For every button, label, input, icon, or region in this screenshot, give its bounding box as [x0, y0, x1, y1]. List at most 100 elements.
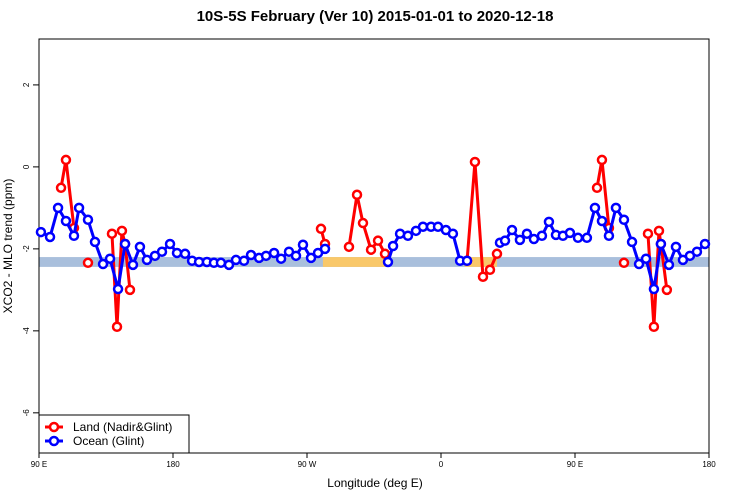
data-point	[661, 284, 673, 296]
y-tick-label: 2	[22, 82, 31, 87]
data-point	[290, 250, 302, 262]
y-tick-label: 0	[22, 164, 31, 169]
data-point	[73, 202, 85, 214]
data-point	[343, 241, 355, 253]
data-point	[238, 255, 250, 267]
data-point	[305, 252, 317, 264]
x-tick-label: 0	[439, 460, 444, 469]
data-point	[572, 232, 584, 244]
y-tick-label: -4	[22, 327, 31, 335]
data-point	[484, 264, 496, 276]
legend-marker	[48, 421, 60, 433]
data-point	[223, 259, 235, 271]
data-point	[68, 230, 80, 242]
data-point	[179, 248, 191, 260]
data-point	[603, 230, 615, 242]
data-point	[564, 227, 576, 239]
x-tick-label: 180	[702, 460, 716, 469]
data-point	[648, 283, 660, 295]
data-point	[402, 230, 414, 242]
data-point	[44, 231, 56, 243]
data-point	[164, 238, 176, 250]
data-point	[357, 217, 369, 229]
data-point	[82, 257, 94, 269]
data-point	[127, 259, 139, 271]
legend-label: Land (Nadir&Glint)	[73, 420, 172, 434]
data-point	[55, 182, 67, 194]
data-point	[119, 238, 131, 250]
data-point	[134, 241, 146, 253]
data-point	[372, 235, 384, 246]
data-point	[591, 182, 603, 194]
data-point	[653, 225, 665, 237]
data-point	[82, 214, 94, 226]
data-point	[35, 226, 47, 238]
data-point	[230, 254, 242, 266]
data-point	[640, 253, 652, 264]
data-point	[268, 247, 280, 259]
data-point	[633, 258, 645, 270]
data-point	[315, 223, 327, 235]
data-point	[60, 154, 72, 166]
data-point	[528, 233, 540, 245]
data-point	[112, 283, 124, 295]
data-point	[699, 238, 711, 250]
legend-marker	[48, 435, 60, 447]
data-point	[655, 238, 667, 250]
data-point	[663, 259, 675, 271]
data-point	[382, 256, 394, 268]
data-point	[469, 156, 481, 168]
data-point	[116, 225, 128, 237]
data-point	[89, 236, 101, 248]
data-point	[626, 236, 638, 248]
data-point	[648, 321, 660, 333]
data-point	[319, 243, 331, 255]
data-point	[618, 214, 630, 226]
data-point	[379, 248, 391, 260]
chart-title: 10S-5S February (Ver 10) 2015-01-01 to 2…	[197, 8, 554, 25]
data-point	[297, 239, 309, 251]
data-point	[543, 216, 555, 228]
data-point	[275, 253, 287, 264]
data-point	[589, 202, 601, 214]
data-point	[124, 284, 136, 296]
data-point	[106, 228, 118, 239]
data-point	[461, 255, 473, 267]
data-point	[60, 215, 72, 227]
highlight-range	[322, 257, 390, 267]
data-point	[642, 228, 654, 239]
x-tick-label: 90 W	[298, 460, 317, 469]
data-point	[610, 202, 622, 214]
data-point	[670, 241, 682, 253]
data-point	[506, 224, 518, 236]
x-tick-label: 90 E	[567, 460, 583, 469]
data-point	[351, 189, 363, 201]
data-point	[536, 230, 548, 242]
legend-label: Ocean (Glint)	[73, 434, 144, 448]
data-point	[499, 235, 511, 246]
data-point	[111, 321, 123, 333]
data-point	[581, 232, 593, 244]
data-point	[596, 215, 608, 227]
data-point	[141, 254, 153, 266]
y-tick-label: -6	[22, 409, 31, 417]
data-point	[477, 271, 489, 282]
data-point	[514, 234, 526, 246]
data-point	[97, 258, 109, 270]
data-point	[691, 246, 703, 257]
data-point	[596, 154, 608, 166]
data-point	[156, 246, 168, 257]
data-point	[447, 228, 459, 239]
data-point	[491, 248, 503, 260]
data-point	[618, 257, 630, 269]
data-point	[52, 202, 64, 214]
data-point	[365, 244, 377, 255]
data-point	[104, 253, 116, 264]
data-point	[171, 247, 183, 259]
x-tick-label: 180	[166, 460, 180, 469]
y-axis-label: XCO2 - MLO trend (ppm)	[1, 179, 15, 314]
y-tick-label: -2	[22, 245, 31, 253]
data-point	[387, 240, 399, 252]
legend-box	[38, 414, 190, 454]
